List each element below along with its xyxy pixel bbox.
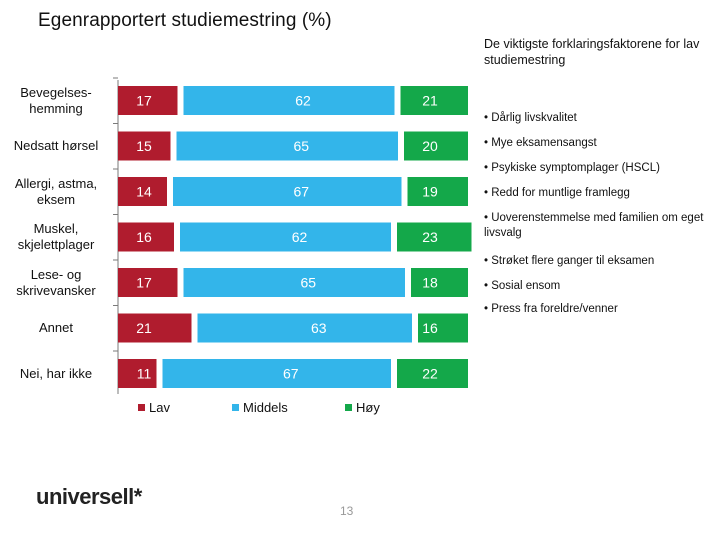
data-label-middels: 65	[293, 138, 309, 154]
bar-hoy	[404, 131, 468, 161]
bar-middels	[183, 86, 395, 115]
bar-lav	[118, 359, 157, 388]
data-label-hoy: 21	[422, 93, 438, 109]
bar-middels	[162, 359, 391, 388]
data-label-middels: 65	[300, 275, 316, 291]
factor-item: • Press fra foreldre/venner	[484, 303, 618, 315]
bar-hoy	[400, 86, 468, 115]
page-number: 13	[340, 504, 354, 518]
legend-label: Middels	[243, 400, 288, 415]
bar-lav	[118, 86, 178, 115]
data-label-middels: 63	[311, 320, 327, 336]
bar-middels	[183, 268, 405, 297]
data-label-lav: 21	[136, 320, 152, 336]
bar-hoy	[397, 359, 468, 388]
data-label-hoy: 20	[422, 138, 438, 154]
factor-item: • Mye eksamensangst	[484, 137, 597, 149]
data-label-lav: 15	[136, 138, 152, 154]
bar-lav	[118, 131, 171, 161]
legend-label: Høy	[356, 400, 380, 415]
data-label-hoy: 16	[422, 320, 438, 336]
category-tick-label: Annet	[39, 320, 73, 335]
legend-item-lav: Lav	[138, 400, 170, 416]
chart-title: Egenrapportert studiemestring (%)	[38, 10, 332, 31]
bar-middels	[176, 131, 398, 161]
category-tick-label: Nei, har ikke	[19, 365, 93, 381]
data-label-lav: 17	[136, 93, 152, 109]
legend-item-middels: Middels	[232, 400, 288, 416]
bar-middels	[173, 177, 402, 206]
bar-lav	[118, 268, 178, 297]
data-label-hoy: 22	[422, 366, 438, 382]
factor-item: • Dårlig livskvalitet	[484, 112, 577, 124]
bar-lav	[118, 313, 192, 343]
category-tick-label: Bevegelses-hemming	[20, 84, 92, 116]
legend-swatch	[138, 404, 145, 411]
data-label-hoy: 19	[422, 184, 438, 200]
universell-logo: universell*	[36, 484, 142, 509]
bar-middels	[197, 313, 412, 343]
data-label-hoy: 23	[422, 229, 438, 245]
legend-swatch	[232, 404, 239, 411]
data-label-lav: 11	[137, 366, 152, 382]
factor-item: • Strøket flere ganger til eksamen	[484, 255, 655, 267]
bar-hoy	[411, 268, 468, 297]
data-label-lav: 16	[136, 229, 152, 245]
factor-item: • Psykiske symptomplager (HSCL)	[484, 162, 660, 174]
bar-hoy	[418, 313, 468, 343]
factor-item: • Uoverenstemmelse med familien om eget …	[484, 212, 704, 239]
category-tick-label: Muskel, skjelettplager	[17, 221, 95, 252]
category-tick-label: Nedsatt hørsel	[13, 138, 99, 153]
data-label-lav: 17	[136, 275, 152, 291]
data-label-middels: 67	[293, 184, 309, 200]
category-tick-label: Lese- og skrivevansker	[16, 266, 96, 298]
bar-lav	[118, 177, 167, 206]
bar-hoy	[407, 177, 468, 206]
category-tick-label: Allergi, astma, eksem	[14, 175, 98, 207]
data-label-hoy: 18	[422, 275, 438, 291]
bar-lav	[118, 222, 174, 252]
bar-middels	[180, 222, 391, 252]
data-label-middels: 67	[283, 366, 299, 382]
legend-label: Lav	[149, 400, 170, 415]
data-label-middels: 62	[295, 93, 311, 109]
factor-item: • Sosial ensom	[484, 280, 561, 292]
side-panel-title: De viktigste forklaringsfaktorene for la…	[484, 37, 700, 67]
legend-item-hoy: Høy	[345, 400, 380, 416]
factor-item: • Redd for muntlige framlegg	[484, 187, 630, 199]
data-label-lav: 14	[136, 184, 152, 200]
legend-swatch	[345, 404, 352, 411]
bar-hoy	[397, 222, 472, 252]
data-label-middels: 62	[292, 229, 308, 245]
